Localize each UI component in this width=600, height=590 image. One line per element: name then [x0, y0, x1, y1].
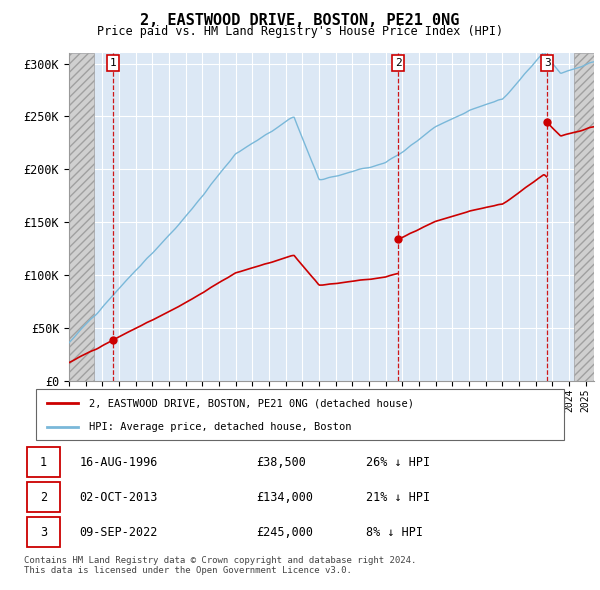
Text: Contains HM Land Registry data © Crown copyright and database right 2024.
This d: Contains HM Land Registry data © Crown c…: [24, 556, 416, 575]
Text: HPI: Average price, detached house, Boston: HPI: Average price, detached house, Bost…: [89, 422, 352, 432]
Text: 2, EASTWOOD DRIVE, BOSTON, PE21 0NG (detached house): 2, EASTWOOD DRIVE, BOSTON, PE21 0NG (det…: [89, 398, 414, 408]
Text: 1: 1: [40, 455, 47, 468]
FancyBboxPatch shape: [27, 447, 60, 477]
Text: 16-AUG-1996: 16-AUG-1996: [79, 455, 158, 468]
Text: 8% ↓ HPI: 8% ↓ HPI: [366, 526, 423, 539]
Text: 3: 3: [544, 58, 551, 68]
Text: 1: 1: [109, 58, 116, 68]
Text: 26% ↓ HPI: 26% ↓ HPI: [366, 455, 430, 468]
Bar: [574, 53, 594, 381]
Text: 2: 2: [40, 490, 47, 504]
Text: 2: 2: [395, 58, 401, 68]
Bar: [69, 53, 94, 381]
Text: £245,000: £245,000: [256, 526, 313, 539]
Text: 3: 3: [40, 526, 47, 539]
Text: £38,500: £38,500: [256, 455, 306, 468]
FancyBboxPatch shape: [27, 482, 60, 512]
Text: 2, EASTWOOD DRIVE, BOSTON, PE21 0NG: 2, EASTWOOD DRIVE, BOSTON, PE21 0NG: [140, 13, 460, 28]
FancyBboxPatch shape: [36, 389, 564, 440]
FancyBboxPatch shape: [27, 517, 60, 548]
Text: 09-SEP-2022: 09-SEP-2022: [79, 526, 158, 539]
Text: Price paid vs. HM Land Registry's House Price Index (HPI): Price paid vs. HM Land Registry's House …: [97, 25, 503, 38]
Text: £134,000: £134,000: [256, 490, 313, 504]
Text: 02-OCT-2013: 02-OCT-2013: [79, 490, 158, 504]
Text: 21% ↓ HPI: 21% ↓ HPI: [366, 490, 430, 504]
